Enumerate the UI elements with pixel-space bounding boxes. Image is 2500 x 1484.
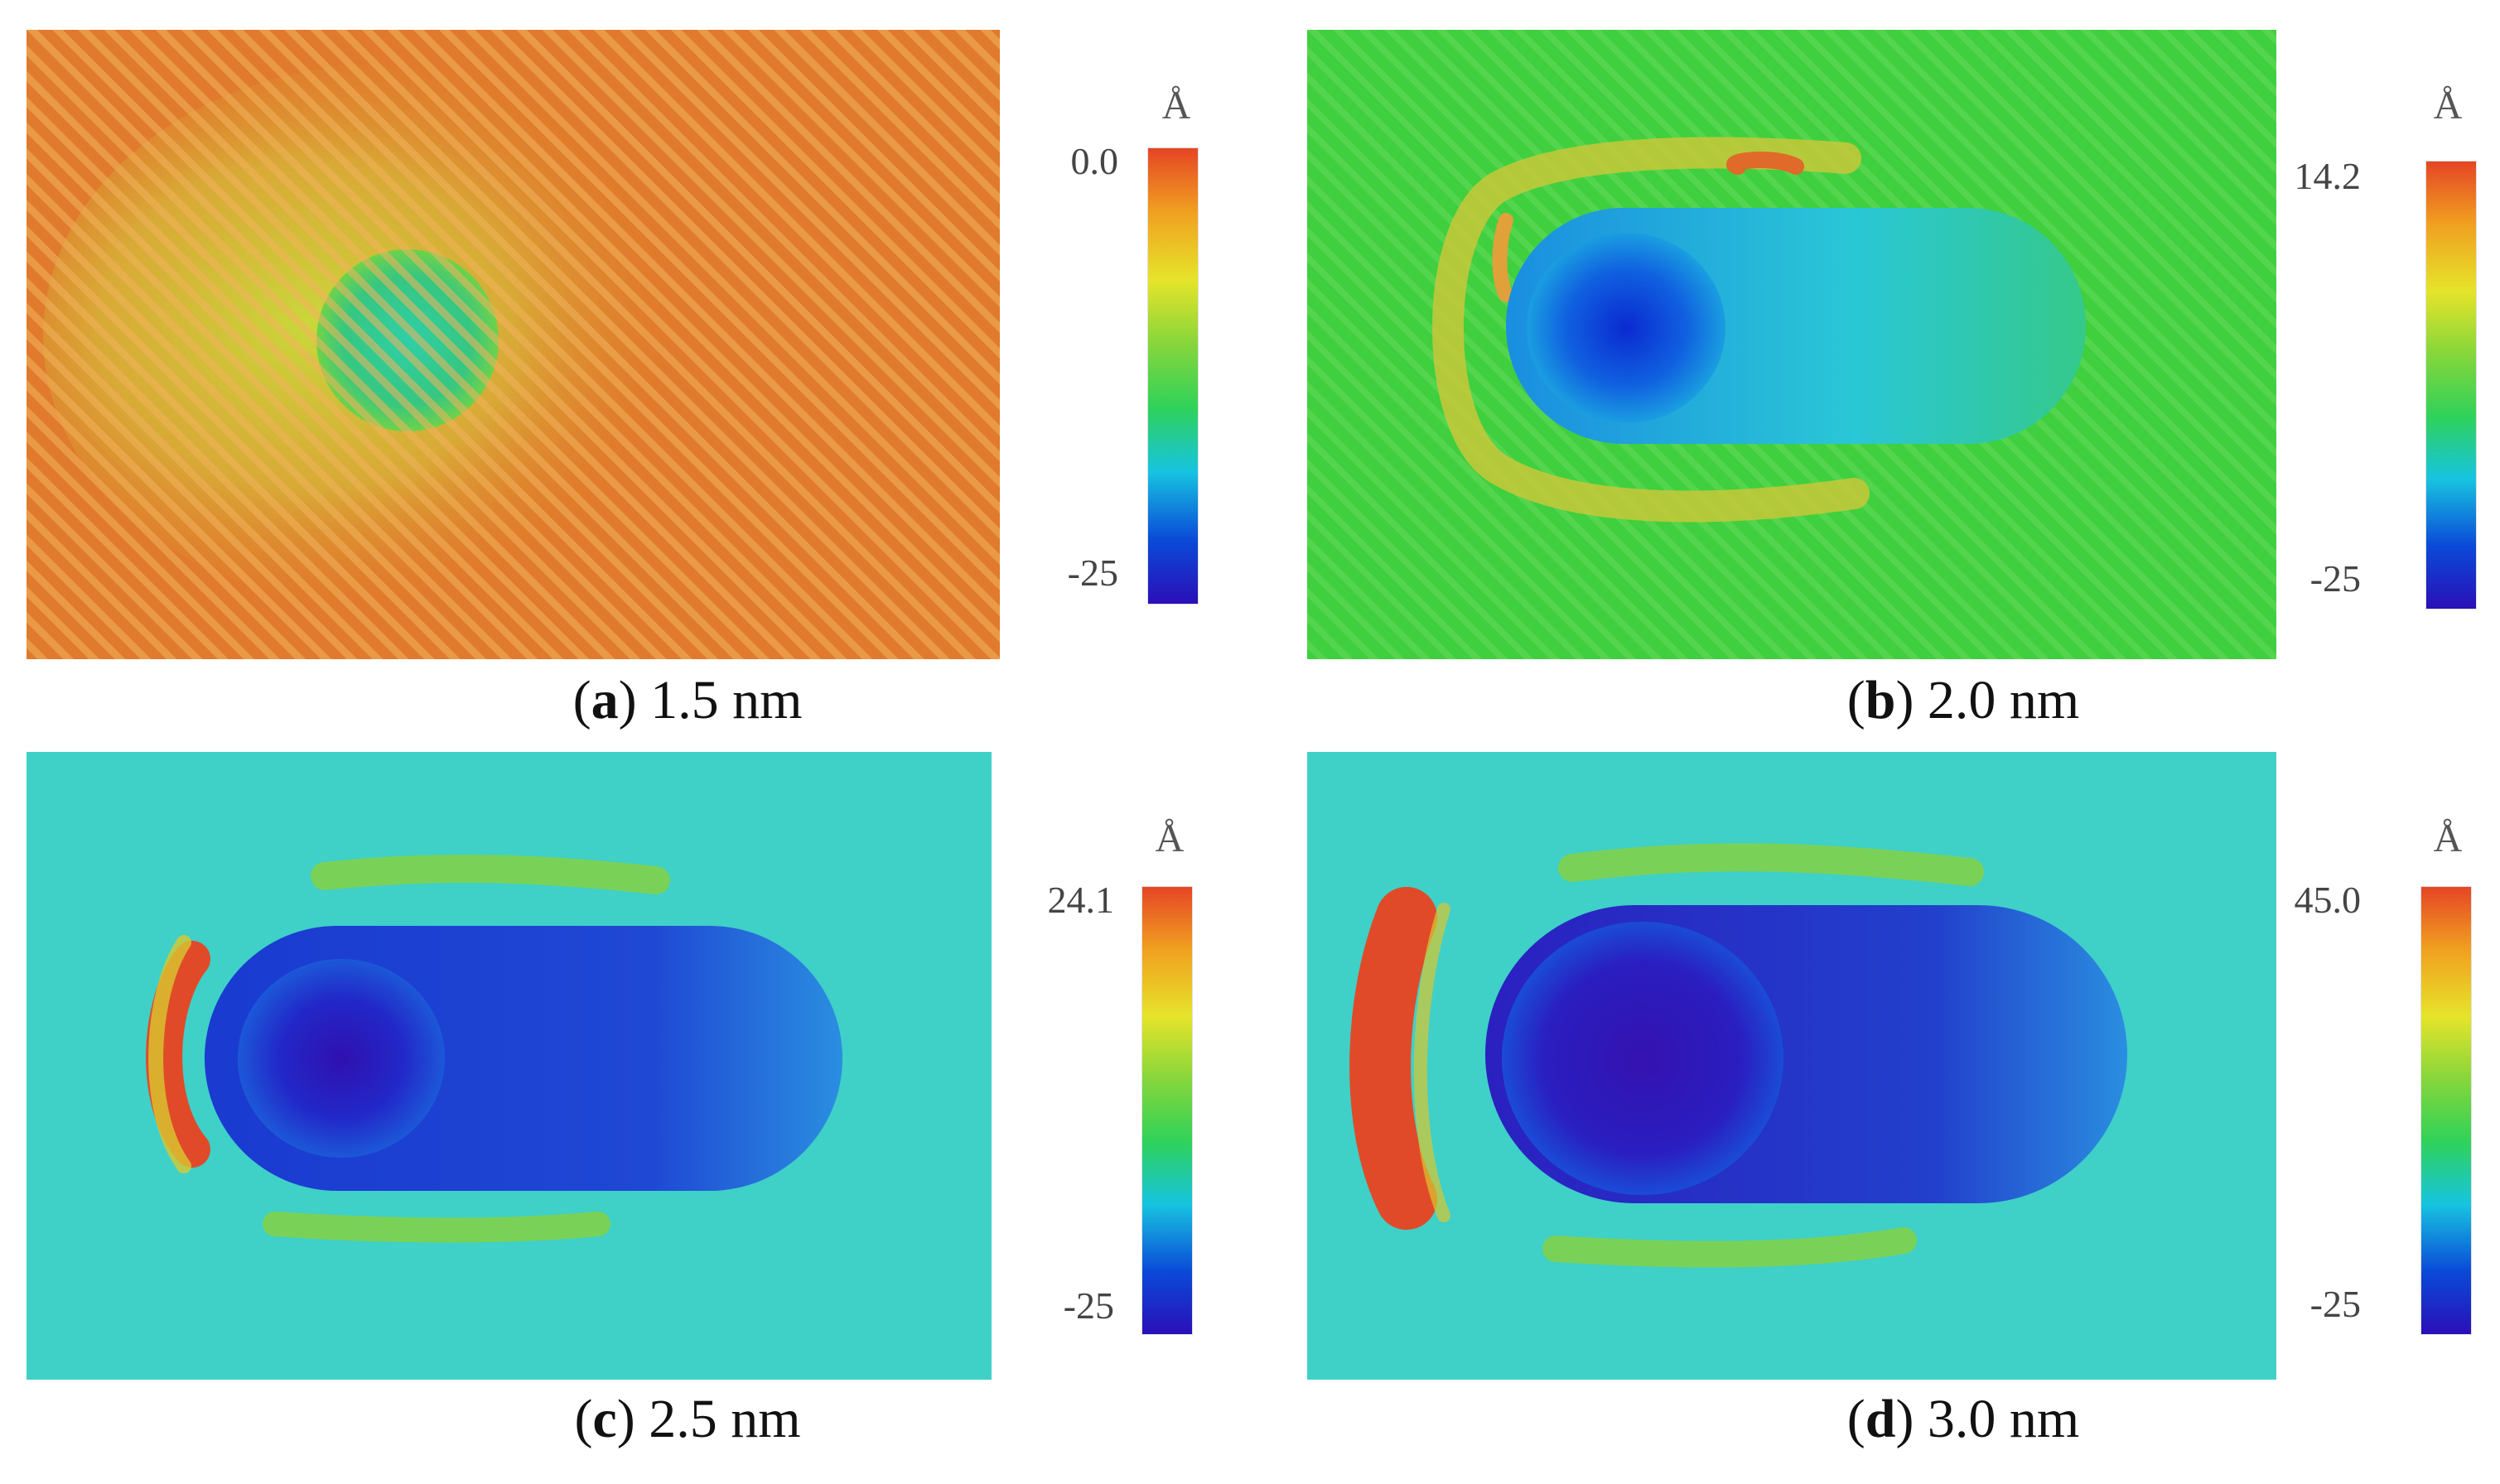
pile-up-rim-c <box>146 941 210 1168</box>
caption-a: (a) 1.5 nm <box>572 670 803 730</box>
colorbar-unit-a: Å <box>1161 84 1191 128</box>
height-map-c <box>27 752 992 1380</box>
colorbar-min-label-c: -25 <box>1063 1284 1114 1327</box>
colorbar-max-label-a: 0.0 <box>1070 140 1119 182</box>
pile-up-rim-b <box>1432 137 1870 523</box>
colorbar-min-label-d: -25 <box>2309 1283 2361 1325</box>
colorbar-max-label-c: 24.1 <box>1047 879 1115 921</box>
caption-c: (c) 2.5 nm <box>574 1389 801 1449</box>
colorbar-c <box>1141 886 1193 1335</box>
caption-b: (b) 2.0 nm <box>1846 670 2080 730</box>
caption-d: (d) 3.0 nm <box>1846 1389 2080 1449</box>
colorbar-min-label-b: -25 <box>2309 557 2361 600</box>
colorbar-max-label-d: 45.0 <box>2294 879 2362 921</box>
colorbar-b <box>2425 161 2477 610</box>
height-map-d <box>1307 752 2276 1380</box>
crater-d <box>1502 922 1783 1195</box>
colorbar-d <box>2420 886 2472 1335</box>
colorbar-unit-b: Å <box>2433 84 2463 128</box>
colorbar-unit-d: Å <box>2433 817 2463 860</box>
colorbar-unit-c: Å <box>1155 817 1185 860</box>
crater-b <box>1527 233 1725 423</box>
colorbar-a <box>1147 147 1199 605</box>
colorbar-min-label-a: -25 <box>1067 552 1118 594</box>
pile-up-rim-d <box>1349 887 1437 1230</box>
height-map-a <box>27 30 1000 659</box>
colorbar-max-label-b: 14.2 <box>2294 155 2362 197</box>
crater-c <box>238 959 445 1158</box>
height-map-b <box>1307 30 2276 659</box>
